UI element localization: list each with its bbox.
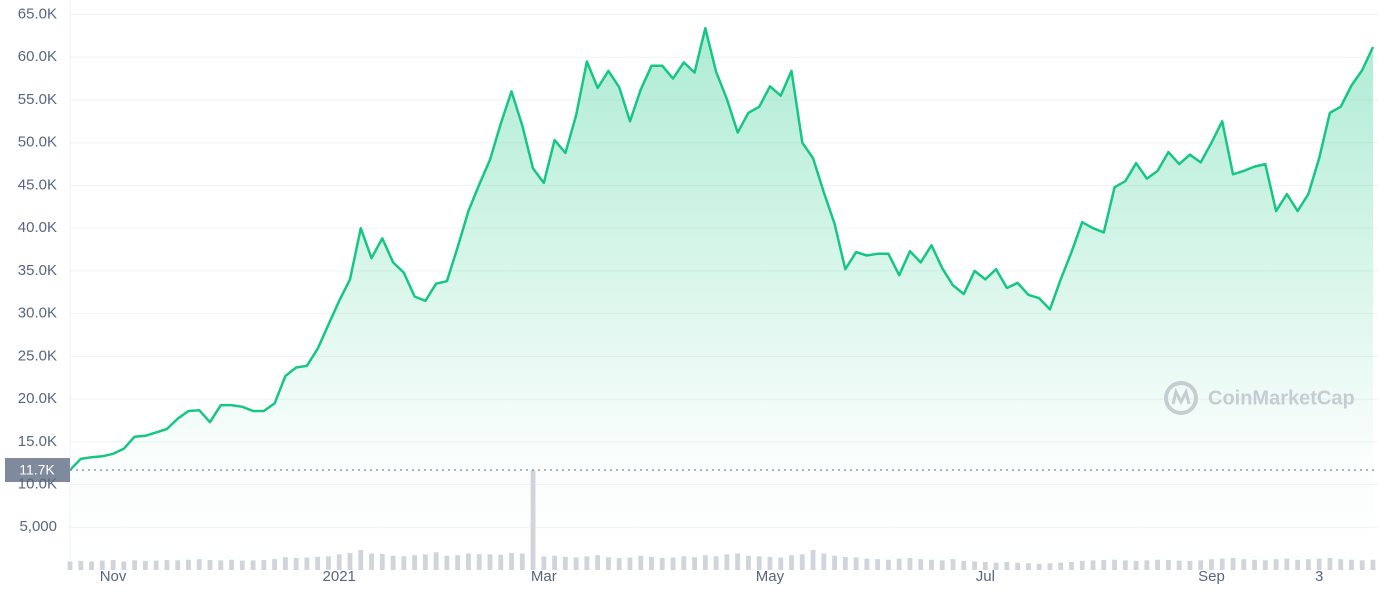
y-tick-label: 60.0K: [18, 48, 57, 65]
watermark-logo-mark: [1171, 387, 1191, 406]
x-tick-label: 2021: [323, 568, 356, 585]
y-tick-label: 65.0K: [18, 5, 57, 22]
reference-badge: [5, 458, 70, 483]
price-line: [69, 26, 1375, 471]
x-tick-label: Nov: [100, 568, 127, 585]
x-tick-label: 3: [1315, 568, 1323, 585]
y-tick-label: 35.0K: [18, 262, 57, 279]
watermark-logo: [1164, 381, 1198, 415]
x-tick-label: Mar: [531, 568, 557, 585]
x-tick-label: May: [756, 568, 785, 585]
y-tick-label: 50.0K: [18, 134, 57, 151]
y-tick-label: 5,000: [19, 518, 57, 535]
watermark-text: CoinMarketCap: [1208, 387, 1355, 409]
reference-label: 11.7K: [19, 462, 55, 478]
y-tick-label: 55.0K: [18, 91, 57, 108]
reference: 11.7K: [5, 458, 1378, 483]
y-tick-label: 40.0K: [18, 219, 57, 236]
labels: 5,000 10.0K 15.0K 20.0K 25.0K 30.0K 35.0K 40.0K…: [18, 5, 1324, 584]
x-tick-label: Sep: [1198, 568, 1225, 585]
watermark: CoinMarketCap: [1164, 381, 1355, 415]
y-tick-label: 20.0K: [18, 390, 57, 407]
price: [69, 26, 1375, 570]
y-tick-label: 45.0K: [18, 176, 57, 193]
x-tick-label: Jul: [976, 568, 995, 585]
price-area: [70, 28, 1373, 570]
y-tick-label: 30.0K: [18, 305, 57, 322]
y-tick-label: 15.0K: [18, 433, 57, 450]
y-tick-label: 25.0K: [18, 347, 57, 364]
y-tick-label: 10.0K: [18, 476, 57, 493]
